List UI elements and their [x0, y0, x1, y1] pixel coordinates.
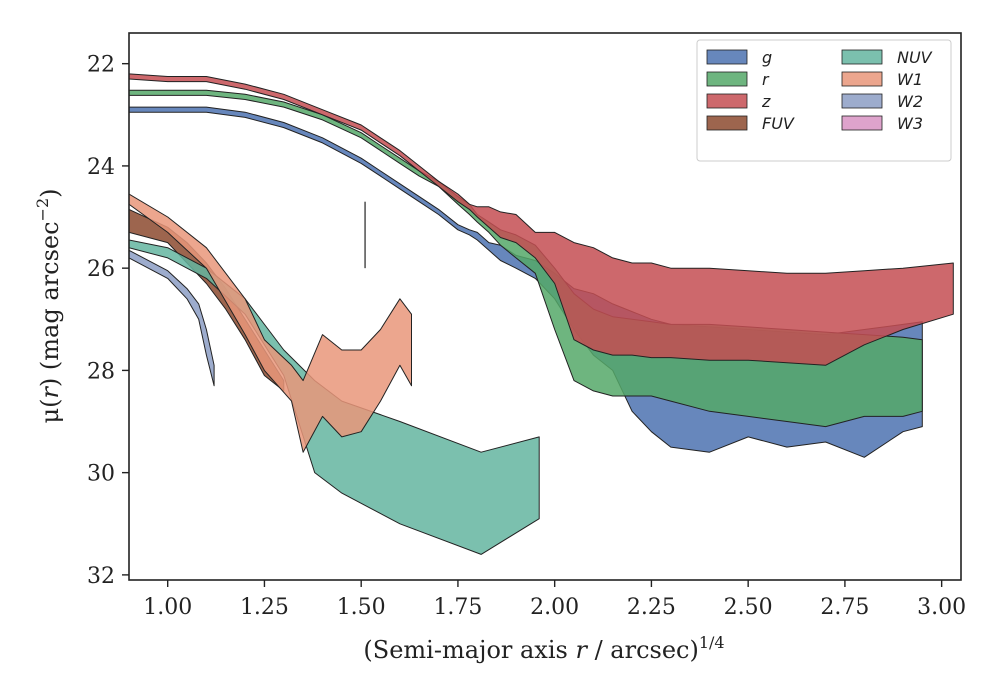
legend-label-w3: W3 [897, 114, 923, 133]
x-tick-label: 1.25 [240, 595, 289, 620]
x-tick-label: 1.75 [433, 595, 482, 620]
x-axis-label: (Semi-major axis r / arcsec)1/4 [363, 633, 724, 664]
legend-swatch-z [706, 93, 748, 109]
legend: grz FUV NUV W1 W2 W3 [696, 39, 952, 162]
x-tick-label: 2.50 [724, 595, 773, 620]
x-tick-label: 1.50 [337, 595, 386, 620]
legend-swatch-g [706, 49, 748, 65]
y-tick-label: 30 [87, 462, 115, 487]
band-w2 [129, 249, 215, 387]
legend-label-z: z [761, 92, 771, 111]
legend-label-fuv: FUV [762, 114, 795, 133]
legend-label-r: r [762, 70, 770, 89]
legend-swatch-w3 [841, 115, 883, 131]
x-tick-label: 1.00 [143, 595, 192, 620]
legend-label-g: g [762, 48, 772, 67]
band-w1 [129, 193, 412, 453]
band-z [129, 73, 954, 366]
y-tick-label: 22 [87, 53, 115, 78]
legend-label-w2: W2 [897, 92, 923, 111]
legend-label-nuv: NUV [897, 48, 933, 67]
legend-swatch-fuv [706, 115, 748, 131]
x-tick-label: 2.00 [530, 595, 579, 620]
legend-box [696, 39, 952, 162]
legend-swatch-nuv [841, 49, 883, 65]
y-axis: 22 24 26 28 30 32 [87, 53, 129, 589]
x-axis: 1.00 1.25 1.50 1.75 2.00 2.25 2.50 2.75 3.00 [143, 580, 966, 620]
y-axis-label: μ(r) (mag arcsec−2) [33, 188, 64, 423]
legend-swatch-r [706, 71, 748, 87]
legend-swatch-w1 [841, 71, 883, 87]
y-tick-label: 24 [87, 155, 115, 180]
x-tick-label: 2.25 [627, 595, 676, 620]
x-tick-label: 2.75 [820, 595, 869, 620]
legend-swatch-w2 [841, 93, 883, 109]
series-bands [129, 73, 954, 555]
legend-label-w1: W1 [897, 70, 923, 89]
y-tick-label: 28 [87, 359, 115, 384]
x-tick-label: 3.00 [917, 595, 966, 620]
y-tick-label: 26 [87, 257, 115, 282]
plot-frame [128, 32, 962, 581]
y-tick-label: 32 [87, 564, 115, 589]
